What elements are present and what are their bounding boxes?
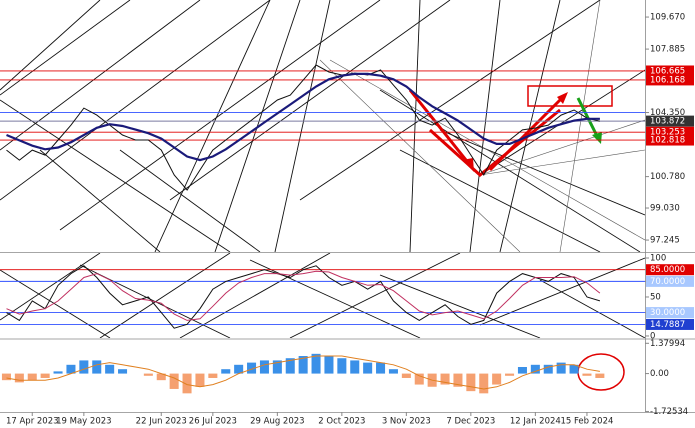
y-tick-label: 70.0000 <box>650 277 685 287</box>
y-tick-label: -1.72534 <box>650 407 688 417</box>
histogram-bar <box>14 373 24 383</box>
y-tick-label: 100 <box>650 253 666 263</box>
x-tick-label: 12 Jan 2024 <box>510 417 561 427</box>
histogram-bar <box>66 364 76 374</box>
tick-label-box <box>646 307 694 319</box>
x-tick-label: 17 Apr 2023 <box>6 417 59 427</box>
histogram-bar <box>401 373 411 378</box>
histogram-bar <box>517 367 527 374</box>
histogram-bar <box>247 362 257 374</box>
histogram-bar <box>492 373 502 385</box>
histogram-bar <box>208 373 218 378</box>
histogram-bar <box>259 360 269 374</box>
histogram-bar <box>337 358 347 374</box>
histogram-bar <box>1 373 11 381</box>
y-tick-label: 30.0000 <box>650 308 685 318</box>
tick-label-box <box>646 74 694 86</box>
histogram-bar <box>595 373 605 378</box>
histogram-bar <box>272 360 282 374</box>
x-tick-label: 7 Dec 2023 <box>446 417 495 427</box>
histogram-bar <box>298 356 308 374</box>
x-tick-label: 2 Oct 2023 <box>318 417 365 427</box>
y-tick-label: 103.253 <box>650 128 685 138</box>
y-tick-label: 107.885 <box>650 45 685 55</box>
histogram-bar <box>324 356 334 374</box>
tick-label-box <box>646 318 694 330</box>
x-tick-label: 3 Nov 2023 <box>382 417 431 427</box>
histogram-bar <box>556 362 566 374</box>
histogram-bar <box>311 353 321 374</box>
histogram-bar <box>105 364 115 374</box>
histogram-bar <box>27 373 37 381</box>
histogram-bar <box>350 360 360 374</box>
histogram-bar <box>234 364 244 374</box>
histogram-bar <box>285 358 295 374</box>
y-tick-label: 97.245 <box>650 236 680 246</box>
histogram-bar <box>195 373 205 387</box>
y-tick-label: 14.7887 <box>650 320 685 330</box>
tick-label-box <box>646 264 694 276</box>
tick-label-box <box>646 275 694 287</box>
y-tick-label: 109.670 <box>650 13 685 23</box>
x-tick-label: 19 May 2023 <box>56 417 111 427</box>
histogram-bar <box>363 362 373 374</box>
histogram-bar <box>143 373 153 376</box>
histogram-bar <box>221 369 231 374</box>
y-tick-label: 106.665 <box>650 66 685 76</box>
histogram-bar <box>414 373 424 385</box>
histogram-bar <box>40 373 50 378</box>
histogram-bar <box>53 371 63 374</box>
y-tick-label: 0.00 <box>650 369 669 379</box>
histogram-bar <box>118 369 128 374</box>
series-line <box>6 270 601 321</box>
histogram-bar <box>440 373 450 385</box>
series-line <box>6 355 600 390</box>
y-tick-label: 103.872 <box>650 117 685 127</box>
histogram-bar <box>169 373 179 389</box>
histogram-bar <box>182 373 192 394</box>
y-tick-label: 85.0000 <box>650 265 685 275</box>
histogram-bar <box>79 360 89 374</box>
y-tick-label: 100.780 <box>650 172 685 182</box>
x-tick-label: 26 Jul 2023 <box>189 417 237 427</box>
y-tick-label: 0 <box>650 331 655 341</box>
histogram-bar <box>530 364 540 374</box>
histogram-bar <box>582 373 592 376</box>
y-tick-label: 102.818 <box>650 136 685 146</box>
histogram-bar <box>376 362 386 374</box>
y-tick-label: 1.37994 <box>650 339 685 349</box>
tick-label-box <box>646 134 694 146</box>
histogram-bar <box>388 369 398 374</box>
x-tick-label: 22 Jun 2023 <box>136 417 187 427</box>
tick-label-box <box>646 65 694 77</box>
x-tick-label: 15 Feb 2024 <box>560 417 613 427</box>
fan-lines <box>319 0 645 252</box>
y-tick-label: 99.030 <box>650 204 680 214</box>
histogram-bar <box>479 373 489 394</box>
histogram-bar <box>156 373 166 381</box>
histogram-bar <box>453 373 463 387</box>
histogram-bar <box>92 360 102 374</box>
histogram-bar <box>505 373 515 376</box>
y-tick-label: 50 <box>650 292 661 302</box>
x-tick-label: 29 Aug 2023 <box>250 417 304 427</box>
trend-lines <box>0 0 645 252</box>
series-line <box>6 265 601 329</box>
tick-label-box <box>646 115 694 127</box>
series-line <box>6 64 601 191</box>
histogram-bar <box>466 373 476 392</box>
histogram-bar <box>543 364 553 374</box>
y-tick-label: 104.350 <box>650 108 685 118</box>
tick-label-box <box>646 126 694 138</box>
histogram-bar <box>569 364 579 374</box>
series-line <box>6 72 600 162</box>
y-tick-label: 106.168 <box>650 75 685 85</box>
